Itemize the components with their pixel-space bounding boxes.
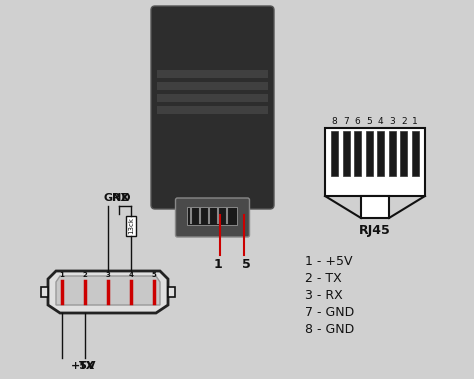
Text: +5V: +5V: [71, 361, 96, 371]
Text: 4: 4: [128, 272, 134, 278]
Bar: [188, 207, 237, 225]
FancyBboxPatch shape: [175, 198, 249, 237]
Text: 2: 2: [82, 272, 87, 278]
Bar: [41, 287, 48, 297]
Text: 5: 5: [366, 117, 372, 126]
FancyBboxPatch shape: [151, 6, 274, 209]
Bar: [157, 82, 268, 90]
Text: 7: 7: [343, 117, 349, 126]
Text: 8 - GND: 8 - GND: [305, 323, 354, 336]
Text: 6: 6: [355, 117, 361, 126]
Bar: [157, 94, 268, 102]
Bar: [377, 131, 384, 176]
Bar: [157, 106, 268, 114]
Text: GND: GND: [103, 193, 131, 203]
Bar: [325, 128, 425, 196]
Text: TX: TX: [79, 361, 95, 371]
Text: 7 - GND: 7 - GND: [305, 306, 354, 319]
Text: RJ45: RJ45: [359, 224, 391, 237]
Bar: [331, 131, 338, 176]
Text: 8: 8: [332, 117, 337, 126]
Polygon shape: [56, 276, 160, 305]
Text: 1 - +5V: 1 - +5V: [305, 255, 353, 268]
Bar: [354, 131, 361, 176]
Text: 3 - RX: 3 - RX: [305, 289, 343, 302]
Bar: [361, 196, 389, 218]
Text: 5: 5: [242, 258, 250, 271]
Bar: [157, 70, 268, 78]
Text: 2 - TX: 2 - TX: [305, 272, 342, 285]
Bar: [400, 131, 407, 176]
Text: 2: 2: [401, 117, 407, 126]
Bar: [366, 131, 373, 176]
Text: 3: 3: [389, 117, 395, 126]
Text: 3: 3: [106, 272, 110, 278]
Text: 5: 5: [152, 272, 156, 278]
Text: 4: 4: [378, 117, 383, 126]
Text: 1: 1: [412, 117, 418, 126]
Bar: [126, 216, 136, 236]
Bar: [389, 131, 396, 176]
Text: 1: 1: [214, 258, 222, 271]
Polygon shape: [48, 271, 168, 313]
Text: 1: 1: [60, 272, 64, 278]
Bar: [343, 131, 350, 176]
Bar: [412, 131, 419, 176]
Text: RX: RX: [112, 193, 129, 203]
Text: 13ck: 13ck: [128, 218, 134, 235]
Bar: [168, 287, 175, 297]
